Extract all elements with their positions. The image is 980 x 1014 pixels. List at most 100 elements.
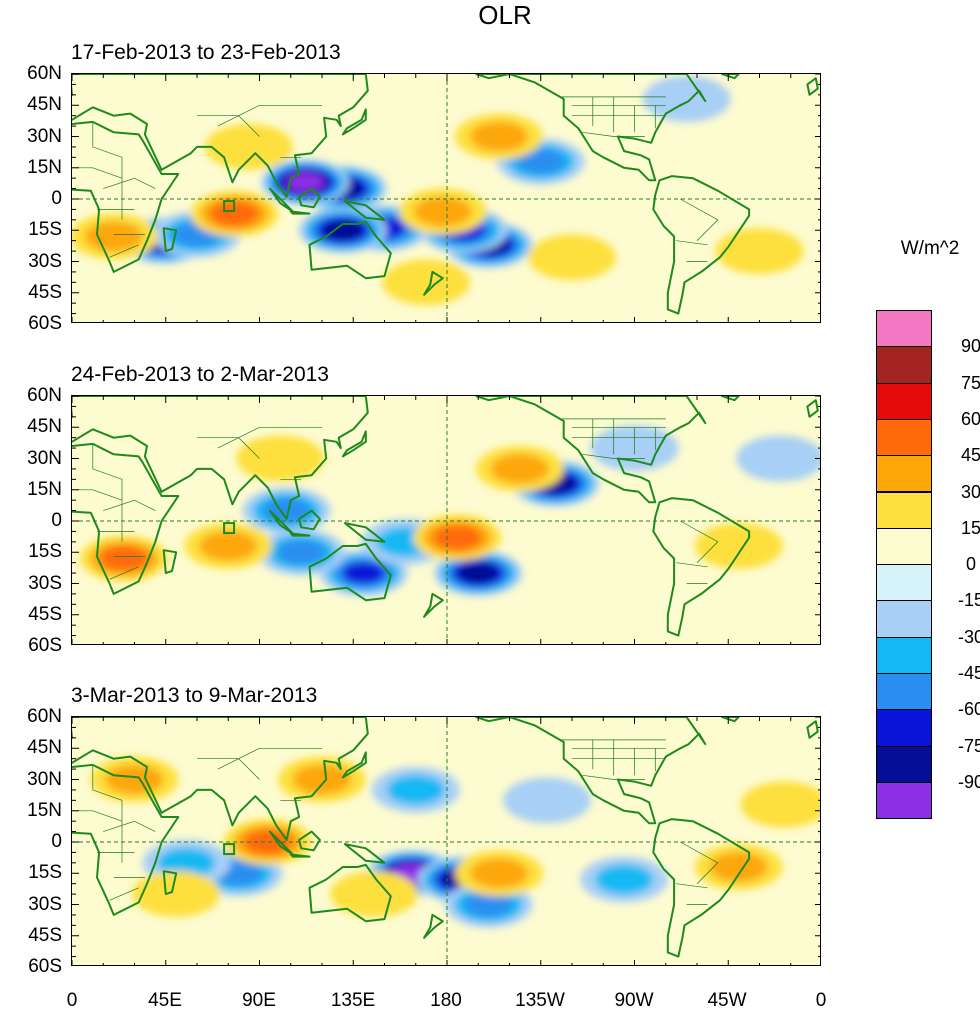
colorbar-label: 45 <box>960 445 980 466</box>
colorbar-swatch <box>876 781 932 820</box>
coastline <box>162 549 178 575</box>
anomaly-contour <box>342 562 386 585</box>
coastline <box>423 913 444 939</box>
coastline <box>72 763 180 916</box>
anomaly-contour <box>330 871 419 918</box>
coastline <box>341 108 367 136</box>
anomaly-field <box>90 756 820 928</box>
lat-label: 60S <box>28 313 62 334</box>
coastline <box>162 227 178 253</box>
country-border <box>582 453 645 459</box>
anomaly-contour <box>277 539 326 565</box>
coastline <box>298 830 321 852</box>
panel-2-title: 24-Feb-2013 to 2-Mar-2013 <box>71 363 329 386</box>
country-border <box>582 774 645 780</box>
colorbar-label: 75 <box>960 372 980 393</box>
lat-label: 30S <box>28 893 62 915</box>
lat-label: 45S <box>28 603 62 625</box>
lat-label: 45S <box>28 281 62 303</box>
anomaly-contour <box>642 76 731 122</box>
colorbar-swatch <box>876 491 932 529</box>
lat-label: 45S <box>28 924 62 946</box>
lon-label: 0 <box>815 990 827 1011</box>
lat-label: 0 <box>51 188 62 209</box>
anomaly-contour <box>715 228 804 275</box>
coastline <box>475 717 707 825</box>
country-border <box>103 499 156 511</box>
lon-label: 90E <box>242 990 276 1011</box>
country-border <box>92 121 123 158</box>
coastline <box>72 120 180 273</box>
anomaly-contour <box>413 196 472 227</box>
coastline <box>289 532 311 537</box>
coastline <box>289 853 311 858</box>
country-border <box>109 244 139 258</box>
coastline <box>652 818 751 958</box>
island-outline <box>223 843 236 856</box>
coastline <box>308 863 392 923</box>
map-panel-2 <box>71 395 821 645</box>
colorbar-swatch <box>876 636 932 674</box>
lon-label: 180 <box>430 990 462 1011</box>
anomaly-contour <box>293 764 351 795</box>
colorbar-label: 0 <box>965 554 976 575</box>
country-border <box>109 887 139 901</box>
coastline <box>308 220 392 280</box>
lon-label: 90W <box>614 990 654 1011</box>
coastline <box>268 187 294 213</box>
anomaly-contour <box>132 871 221 918</box>
colorbar-swatch <box>876 709 932 747</box>
lat-label: 15S <box>28 219 62 241</box>
anomaly-contour <box>736 435 820 482</box>
coastline <box>72 396 369 520</box>
anomaly-contour <box>694 523 783 569</box>
anomaly-contour <box>464 892 513 917</box>
country-border <box>217 104 322 127</box>
coastline <box>72 442 180 595</box>
lat-label: 30N <box>27 125 62 147</box>
country-border <box>680 520 719 563</box>
colorbar-label: -45 <box>957 663 980 683</box>
country-border <box>680 841 719 884</box>
lat-label: 30N <box>27 447 62 469</box>
map-canvas <box>72 717 820 965</box>
lon-label: 135W <box>515 990 565 1011</box>
colorbar-swatch <box>876 745 932 783</box>
colorbar-label: 60 <box>960 408 980 429</box>
country-border <box>109 566 139 580</box>
anomaly-contour <box>382 259 471 306</box>
anomaly-contour <box>236 435 325 482</box>
lat-label: 15S <box>28 862 62 884</box>
lon-label: 45W <box>707 990 747 1011</box>
anomaly-contour <box>84 221 143 252</box>
country-border <box>582 131 645 137</box>
coastline <box>806 399 819 418</box>
coastline <box>268 830 294 856</box>
lat-label: 60N <box>27 63 62 84</box>
map-panel-1 <box>71 73 821 323</box>
colorbar-swatch <box>876 310 932 348</box>
colorbar-swatch <box>876 382 932 420</box>
lat-label: 45N <box>27 737 62 759</box>
lat-label: 60S <box>28 635 62 656</box>
colorbar-swatch <box>876 418 932 457</box>
island-outline <box>223 522 236 535</box>
anomaly-contour <box>740 781 820 828</box>
anomaly-contour <box>458 562 499 584</box>
colorbar-label: 90 <box>960 336 980 357</box>
country-border <box>72 167 123 179</box>
lat-label: 15N <box>27 799 62 821</box>
coastline <box>72 717 369 841</box>
country-border <box>103 820 156 832</box>
panel-1-title: 17-Feb-2013 to 23-Feb-2013 <box>71 41 341 64</box>
country-border <box>676 562 708 568</box>
anomaly-contour <box>243 829 292 855</box>
coastline <box>298 509 321 531</box>
anomaly-contour <box>157 847 216 878</box>
colorbar-swatch <box>876 346 932 384</box>
lat-label: 45N <box>27 94 62 116</box>
coastline <box>72 74 369 198</box>
country-border <box>217 426 322 449</box>
coastline <box>308 542 392 602</box>
anomaly-contour <box>528 234 616 281</box>
